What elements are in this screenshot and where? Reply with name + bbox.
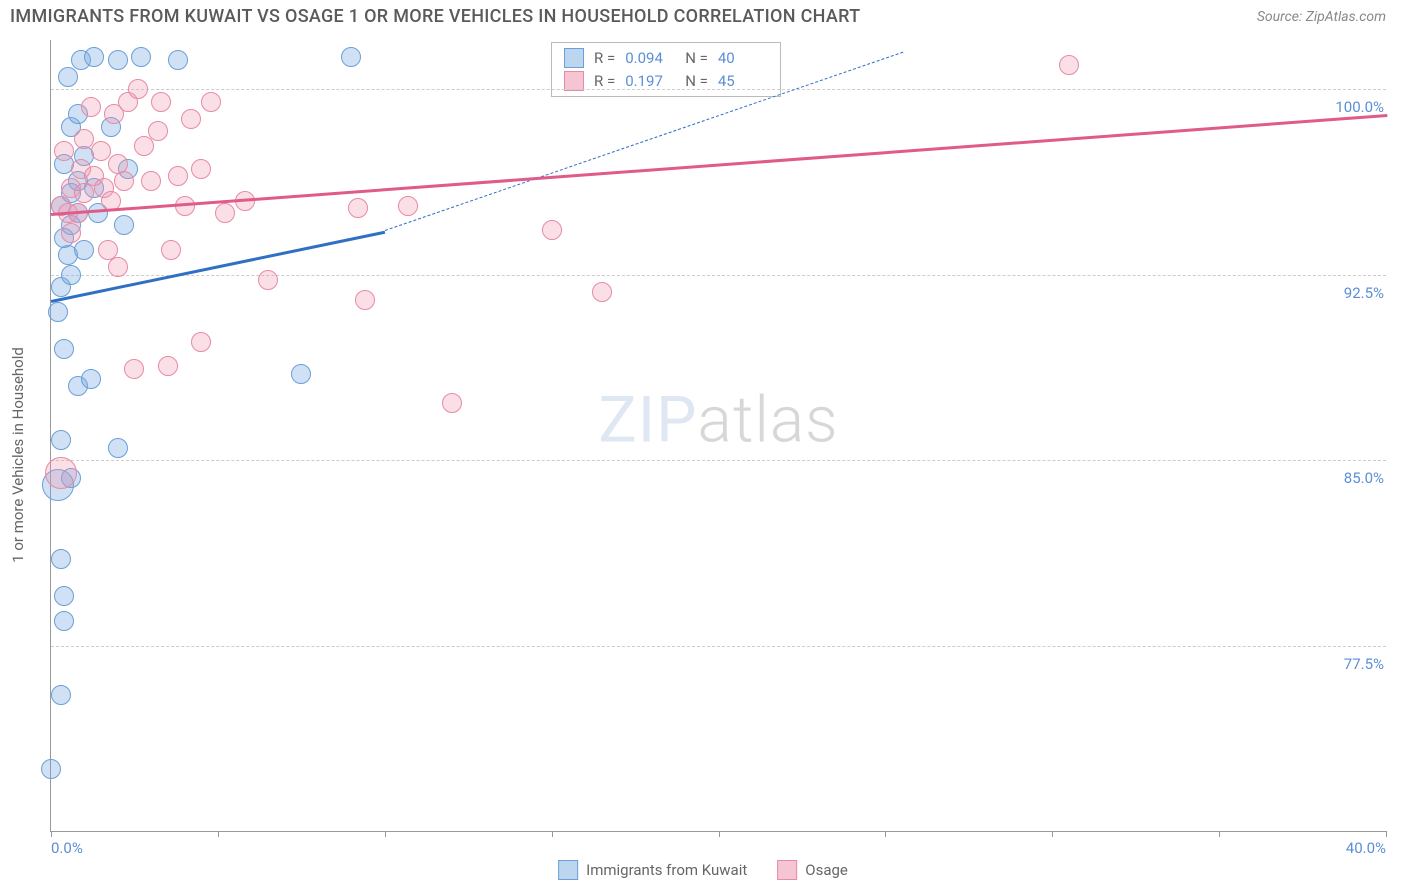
x-tick-label: 40.0%: [1346, 839, 1386, 857]
y-tick-label: 85.0%: [1340, 469, 1388, 487]
legend-n-value: 40: [718, 47, 768, 70]
data-point: [141, 171, 161, 191]
legend-r-label: R =: [594, 47, 615, 70]
y-tick-label: 92.5%: [1340, 284, 1388, 302]
data-point: [114, 171, 134, 191]
watermark: ZIPatlas: [598, 382, 838, 457]
y-tick-label: 77.5%: [1340, 655, 1388, 673]
trendline: [51, 114, 1387, 215]
x-tick-mark: [719, 831, 720, 837]
x-tick-mark: [51, 831, 52, 837]
data-point: [168, 50, 188, 70]
legend-r-value: 0.094: [625, 47, 675, 70]
x-tick-label: 0.0%: [51, 839, 83, 857]
x-tick-mark: [885, 831, 886, 837]
data-point: [201, 92, 221, 112]
data-point: [54, 141, 74, 161]
data-point: [58, 67, 78, 87]
data-point: [74, 240, 94, 260]
x-tick-mark: [1386, 831, 1387, 837]
scatter-chart: ZIPatlas R =0.094N =40R =0.197N =45 77.5…: [50, 40, 1386, 832]
data-point: [128, 79, 148, 99]
series-legend-label: Osage: [805, 861, 848, 879]
data-point: [61, 223, 81, 243]
data-point: [51, 685, 71, 705]
x-tick-mark: [552, 831, 553, 837]
data-point: [592, 282, 612, 302]
chart-header: IMMIGRANTS FROM KUWAIT VS OSAGE 1 OR MOR…: [0, 0, 1406, 33]
data-point: [114, 215, 134, 235]
data-point: [51, 430, 71, 450]
gridline: [51, 460, 1386, 461]
x-tick-mark: [1219, 831, 1220, 837]
gridline: [51, 89, 1386, 90]
data-point: [398, 196, 418, 216]
data-point: [54, 611, 74, 631]
data-point: [341, 47, 361, 67]
legend-swatch: [558, 860, 578, 880]
x-tick-mark: [218, 831, 219, 837]
data-point: [158, 356, 178, 376]
series-legend-item: Immigrants from Kuwait: [558, 860, 747, 880]
gridline: [51, 646, 1386, 647]
data-point: [61, 265, 81, 285]
data-point: [51, 549, 71, 569]
data-point: [84, 47, 104, 67]
source-label: Source: ZipAtlas.com: [1257, 9, 1386, 25]
data-point: [81, 369, 101, 389]
y-axis-label: 1 or more Vehicles in Household: [9, 347, 27, 563]
legend-swatch: [777, 860, 797, 880]
data-point: [108, 257, 128, 277]
data-point: [74, 183, 94, 203]
data-point: [151, 92, 171, 112]
data-point: [98, 240, 118, 260]
data-point: [161, 240, 181, 260]
gridline: [51, 275, 1386, 276]
data-point: [48, 302, 68, 322]
series-legend-label: Immigrants from Kuwait: [586, 861, 747, 879]
data-point: [1059, 55, 1079, 75]
data-point: [181, 109, 201, 129]
watermark-thin: atlas: [698, 382, 839, 457]
series-legend-item: Osage: [777, 860, 848, 880]
data-point: [542, 220, 562, 240]
legend-swatch: [564, 48, 584, 68]
chart-title: IMMIGRANTS FROM KUWAIT VS OSAGE 1 OR MOR…: [10, 6, 860, 27]
data-point: [348, 198, 368, 218]
watermark-bold: ZIP: [598, 382, 697, 457]
data-point: [258, 270, 278, 290]
data-point: [41, 759, 61, 779]
data-point: [148, 121, 168, 141]
data-point: [442, 393, 462, 413]
data-point: [355, 290, 375, 310]
data-point: [191, 332, 211, 352]
data-point: [54, 339, 74, 359]
data-point: [108, 154, 128, 174]
data-point: [45, 457, 77, 489]
data-point: [81, 97, 101, 117]
data-point: [291, 364, 311, 384]
x-tick-mark: [1052, 831, 1053, 837]
legend-swatch: [564, 71, 584, 91]
data-point: [191, 159, 211, 179]
x-tick-mark: [385, 831, 386, 837]
legend-n-label: N =: [685, 47, 708, 70]
legend-row: R = 0.094 N = 40: [564, 47, 768, 70]
data-point: [168, 166, 188, 186]
data-point: [215, 203, 235, 223]
data-point: [54, 586, 74, 606]
data-point: [124, 359, 144, 379]
data-point: [108, 50, 128, 70]
series-legend: Immigrants from Kuwait Osage: [558, 860, 848, 880]
data-point: [131, 47, 151, 67]
data-point: [108, 438, 128, 458]
